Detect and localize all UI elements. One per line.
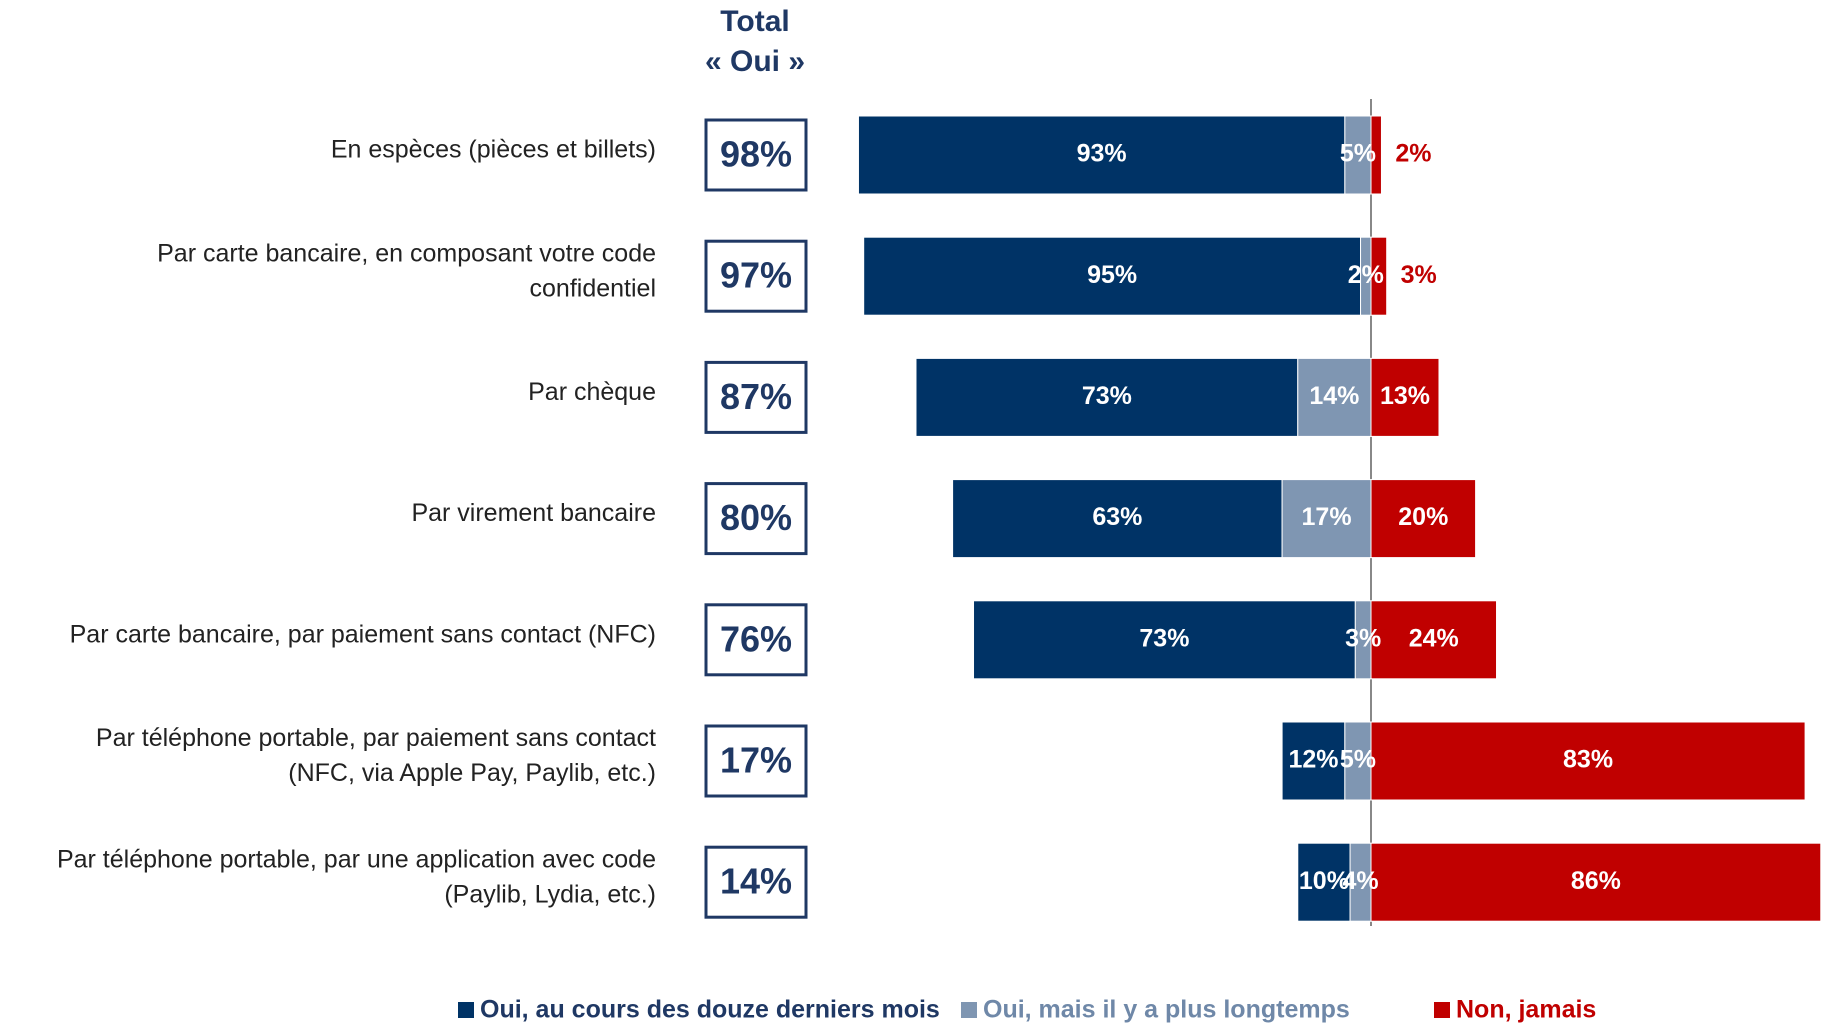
bar-segment bbox=[1281, 479, 1372, 559]
value-label: 13% bbox=[1380, 382, 1430, 410]
total-box bbox=[704, 118, 808, 192]
total-value: 80% bbox=[720, 497, 792, 538]
value-label: 83% bbox=[1563, 746, 1613, 774]
value-label: 17% bbox=[1302, 503, 1352, 531]
total-box bbox=[704, 482, 808, 556]
bar-segment bbox=[1370, 236, 1388, 316]
total-value: 87% bbox=[720, 376, 792, 417]
value-label: 2% bbox=[1395, 140, 1431, 168]
category-label: Par carte bancaire, par paiement sans co… bbox=[70, 620, 656, 648]
bar-segment bbox=[1344, 115, 1372, 195]
bar-segment bbox=[1370, 842, 1822, 922]
legend-label: Non, jamais bbox=[1456, 996, 1596, 1024]
value-label: 10% bbox=[1299, 867, 1349, 895]
total-value: 76% bbox=[720, 618, 792, 659]
bar-segment bbox=[1370, 721, 1806, 801]
total-value: 97% bbox=[720, 255, 792, 296]
value-label: 3% bbox=[1345, 624, 1381, 652]
value-label: 4% bbox=[1342, 867, 1378, 895]
total-box bbox=[704, 239, 808, 313]
legend-swatch bbox=[458, 1002, 474, 1018]
legend-label: Oui, mais il y a plus longtemps bbox=[983, 996, 1350, 1024]
total-value: 98% bbox=[720, 134, 792, 175]
category-label: Par virement bancaire bbox=[411, 499, 656, 527]
legend-swatch bbox=[961, 1002, 977, 1018]
category-label: (Paylib, Lydia, etc.) bbox=[444, 880, 656, 908]
bar-segment bbox=[1297, 357, 1372, 437]
total-value: 14% bbox=[720, 861, 792, 902]
bar-segment bbox=[952, 479, 1283, 559]
value-label: 5% bbox=[1340, 746, 1376, 774]
bar-segment bbox=[1370, 600, 1498, 680]
bar-segment bbox=[1370, 115, 1382, 195]
total-box bbox=[704, 603, 808, 677]
total-header: Total bbox=[720, 5, 789, 38]
total-box bbox=[704, 724, 808, 798]
value-label: 24% bbox=[1409, 624, 1459, 652]
category-label: Par chèque bbox=[528, 378, 656, 406]
value-label: 12% bbox=[1288, 746, 1338, 774]
value-label: 73% bbox=[1139, 624, 1189, 652]
category-label: En espèces (pièces et billets) bbox=[331, 136, 656, 164]
bar-segment bbox=[1370, 479, 1477, 559]
total-header: « Oui » bbox=[705, 45, 805, 78]
value-label: 20% bbox=[1398, 503, 1448, 531]
category-label: Par téléphone portable, par une applicat… bbox=[57, 845, 656, 873]
category-label: Par téléphone portable, par paiement san… bbox=[96, 724, 656, 752]
category-label: (NFC, via Apple Pay, Paylib, etc.) bbox=[288, 759, 656, 787]
bar-segment bbox=[1297, 842, 1351, 922]
value-label: 2% bbox=[1348, 261, 1384, 289]
bar-segment bbox=[857, 115, 1346, 195]
total-box bbox=[704, 845, 808, 919]
value-label: 63% bbox=[1092, 503, 1142, 531]
value-label: 73% bbox=[1082, 382, 1132, 410]
bar-segment bbox=[1370, 357, 1440, 437]
bar-segment bbox=[915, 357, 1299, 437]
legend-swatch bbox=[1434, 1002, 1450, 1018]
bar-segment bbox=[863, 236, 1362, 316]
value-label: 5% bbox=[1340, 140, 1376, 168]
category-label: confidentiel bbox=[530, 274, 656, 302]
total-box bbox=[704, 360, 808, 434]
total-value: 17% bbox=[720, 740, 792, 781]
value-label: 14% bbox=[1309, 382, 1359, 410]
bar-segment bbox=[973, 600, 1356, 680]
category-label: Par carte bancaire, en composant votre c… bbox=[157, 239, 656, 267]
value-label: 86% bbox=[1571, 867, 1621, 895]
legend-label: Oui, au cours des douze derniers mois bbox=[480, 996, 940, 1024]
value-label: 95% bbox=[1087, 261, 1137, 289]
value-label: 3% bbox=[1401, 261, 1437, 289]
value-label: 93% bbox=[1077, 140, 1127, 168]
